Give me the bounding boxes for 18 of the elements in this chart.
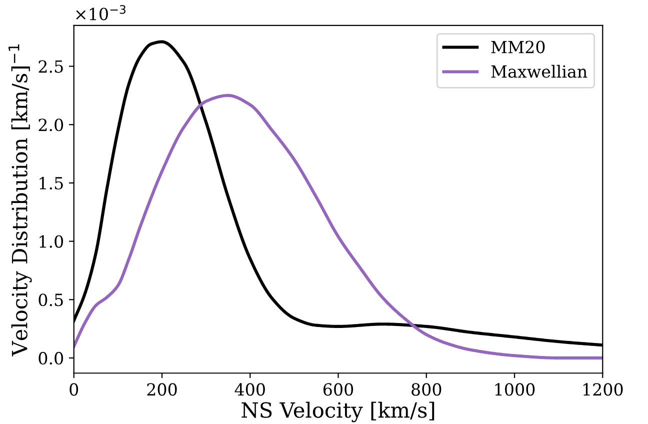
x-tick-label: 800 xyxy=(412,383,442,396)
x-tick-label: 1200 xyxy=(583,383,623,396)
legend-label: MM20 xyxy=(491,40,545,54)
y-axis-title: Velocity Distribution [km/s]$^{−1}$ xyxy=(8,44,32,356)
y-tick-label: 2.5 xyxy=(38,60,63,73)
y-tick-label: 2.0 xyxy=(38,118,64,132)
x-tick-label: 400 xyxy=(234,383,265,396)
x-tick-label: 600 xyxy=(323,383,354,396)
y-tick-label: 1.0 xyxy=(40,235,64,248)
legend-label: Maxwellian xyxy=(491,64,588,78)
x-tick-label: 1000 xyxy=(495,383,535,396)
y-tick-label: 1.5 xyxy=(40,176,63,190)
y-tick-label: 0.0 xyxy=(38,352,64,365)
x-tick-label: 0 xyxy=(70,383,78,396)
x-axis-title: NS Velocity [km/s] xyxy=(242,402,434,422)
x-tick-label: 200 xyxy=(147,383,177,396)
text: ×10$^{−3}$ xyxy=(76,5,126,20)
y-tick-label: 0.5 xyxy=(38,294,63,306)
